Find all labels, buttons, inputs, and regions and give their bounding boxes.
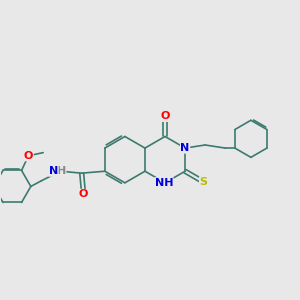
- Text: O: O: [24, 151, 33, 161]
- Text: N: N: [181, 143, 190, 153]
- Text: S: S: [200, 177, 208, 187]
- Text: N: N: [49, 166, 58, 176]
- Text: NH: NH: [154, 178, 173, 188]
- Text: H: H: [57, 166, 66, 176]
- Text: O: O: [79, 189, 88, 200]
- Text: O: O: [160, 111, 170, 122]
